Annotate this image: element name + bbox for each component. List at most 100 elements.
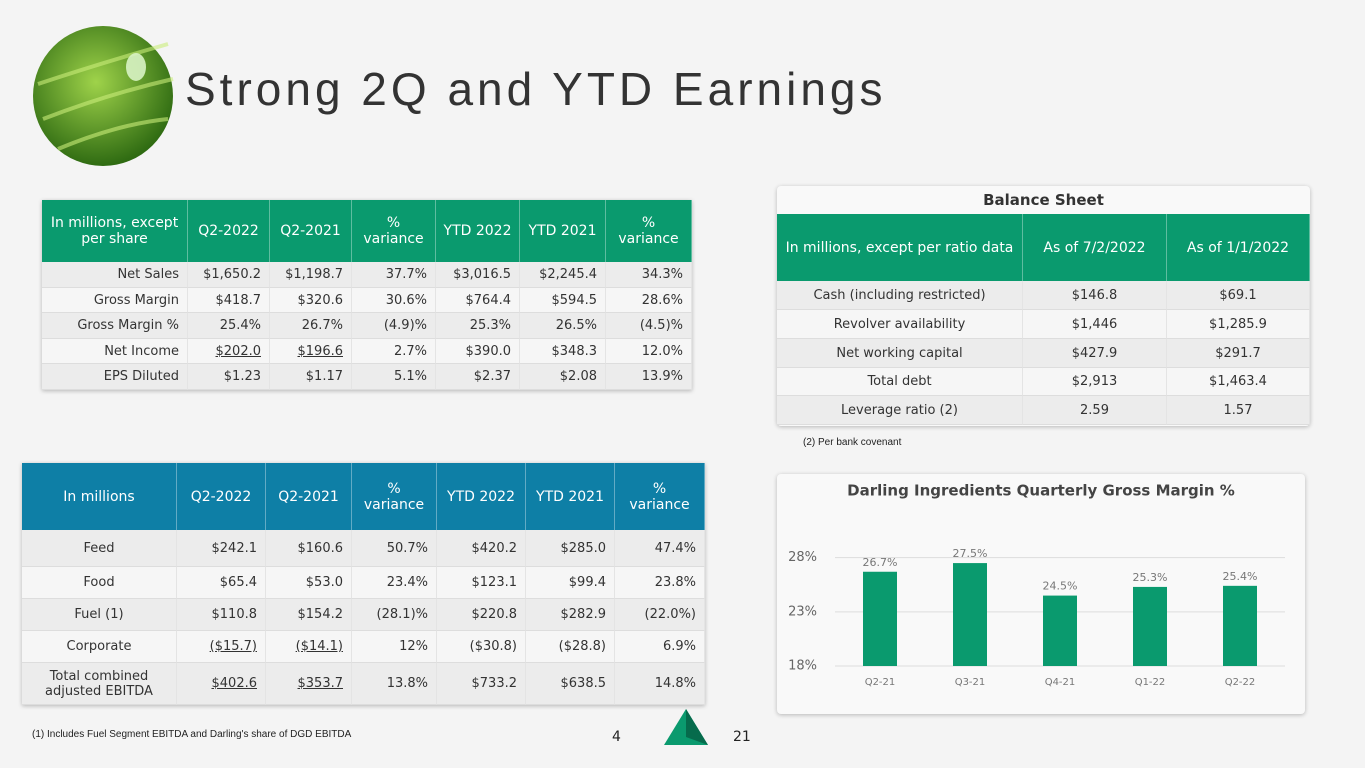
table-cell: 30.6% [352, 288, 436, 313]
table-cell: ($14.1) [266, 631, 352, 663]
column-header: Q2-2021 [266, 463, 352, 530]
row-label: Net working capital [777, 339, 1023, 368]
bar [1223, 585, 1257, 666]
table-cell: $110.8 [177, 599, 266, 631]
chart-title: Darling Ingredients Quarterly Gross Marg… [847, 482, 1235, 500]
row-label: Gross Margin [42, 288, 188, 313]
table-cell: $220.8 [437, 599, 526, 631]
row-label: Fuel (1) [22, 599, 177, 631]
table-cell: $1,446 [1023, 310, 1167, 339]
table-cell: ($30.8) [437, 631, 526, 663]
row-label: Leverage ratio (2) [777, 396, 1023, 425]
column-header: % variance [615, 463, 705, 530]
bar [1133, 586, 1167, 666]
balance-sheet-title: Balance Sheet [983, 191, 1104, 209]
data-label: 25.3% [1133, 571, 1168, 584]
table-cell: 13.8% [352, 663, 437, 705]
logo [664, 709, 708, 745]
table-cell: $427.9 [1023, 339, 1167, 368]
column-header: YTD 2022 [437, 463, 526, 530]
table-cell: ($15.7) [177, 631, 266, 663]
table-cell: $99.4 [526, 567, 615, 599]
table-cell: $154.2 [266, 599, 352, 631]
row-label: Corporate [22, 631, 177, 663]
data-label: 24.5% [1043, 580, 1078, 593]
x-tick-label: Q2-22 [1225, 677, 1256, 688]
x-tick-label: Q4-21 [1045, 677, 1076, 688]
footnote: (1) Includes Fuel Segment EBITDA and Dar… [32, 729, 352, 740]
column-header: Q2-2021 [270, 200, 352, 262]
table-cell: $291.7 [1167, 339, 1310, 368]
table-cell: $69.1 [1167, 281, 1310, 310]
table-cell: $1,198.7 [270, 262, 352, 288]
balance-sheet-card: Balance Sheet In millions, except per ra… [777, 186, 1310, 426]
data-label: 26.7% [863, 556, 898, 569]
row-label: Food [22, 567, 177, 599]
column-header: YTD 2021 [526, 463, 615, 530]
table-cell: 12.0% [606, 339, 692, 364]
y-tick-label: 23% [788, 604, 817, 619]
table-cell: 14.8% [615, 663, 705, 705]
table-cell: $242.1 [177, 530, 266, 567]
y-tick-label: 28% [788, 550, 817, 565]
x-tick-label: Q2-21 [865, 677, 896, 688]
slide-number: 21 [733, 729, 751, 745]
table-cell: 5.1% [352, 364, 436, 390]
table-cell: $65.4 [177, 567, 266, 599]
bar [863, 571, 897, 666]
ebitda-table: In millions Q2-2022 Q2-2021% variance YTD 2… [22, 463, 705, 705]
column-header: As of 7/2/2022 [1023, 214, 1167, 281]
column-header: YTD 2021 [520, 200, 606, 262]
table-cell: 25.3% [436, 313, 520, 339]
table-cell: $733.2 [437, 663, 526, 705]
column-header: Q2-2022 [177, 463, 266, 530]
table-cell: $764.4 [436, 288, 520, 313]
table-cell: $1,463.4 [1167, 368, 1310, 396]
table-cell: $390.0 [436, 339, 520, 364]
row-label: Net Income [42, 339, 188, 364]
table-cell: $282.9 [526, 599, 615, 631]
column-header: In millions, except per ratio data [777, 214, 1023, 281]
table-cell: 28.6% [606, 288, 692, 313]
table-cell: $1.23 [188, 364, 270, 390]
row-label: Net Sales [42, 262, 188, 288]
column-header: As of 1/1/2022 [1167, 214, 1310, 281]
table-cell: $320.6 [270, 288, 352, 313]
table-cell: 34.3% [606, 262, 692, 288]
table-cell: $420.2 [437, 530, 526, 567]
table-cell: ($28.8) [526, 631, 615, 663]
x-tick-label: Q1-22 [1135, 677, 1166, 688]
column-header: % variance [606, 200, 692, 262]
row-label: Revolver availability [777, 310, 1023, 339]
table-cell: $418.7 [188, 288, 270, 313]
column-header: % variance [352, 463, 437, 530]
table-cell: $1,285.9 [1167, 310, 1310, 339]
table-cell: 26.7% [270, 313, 352, 339]
row-label: Gross Margin % [42, 313, 188, 339]
row-label: Total combined adjusted EBITDA [22, 663, 177, 705]
table-cell: 13.9% [606, 364, 692, 390]
table-cell: (4.5)% [606, 313, 692, 339]
table-cell: 6.9% [615, 631, 705, 663]
table-cell: 25.4% [188, 313, 270, 339]
table-cell: $160.6 [266, 530, 352, 567]
table-cell: 12% [352, 631, 437, 663]
page-number: 4 [612, 729, 621, 745]
table-cell: 47.4% [615, 530, 705, 567]
row-label: Cash (including restricted) [777, 281, 1023, 310]
x-tick-label: Q3-21 [955, 677, 986, 688]
table-cell: $3,016.5 [436, 262, 520, 288]
row-label: Total debt [777, 368, 1023, 396]
table-cell: (22.0%) [615, 599, 705, 631]
column-header: % variance [352, 200, 436, 262]
row-label: EPS Diluted [42, 364, 188, 390]
table-cell: $285.0 [526, 530, 615, 567]
data-label: 25.4% [1223, 570, 1258, 583]
table-cell: $2,913 [1023, 368, 1167, 396]
table-cell: 1.57 [1167, 396, 1310, 425]
earnings-table: In millions, except per share Q2-2022 Q2-2… [42, 200, 692, 390]
column-header: In millions [22, 463, 177, 530]
table-cell: 2.59 [1023, 396, 1167, 425]
